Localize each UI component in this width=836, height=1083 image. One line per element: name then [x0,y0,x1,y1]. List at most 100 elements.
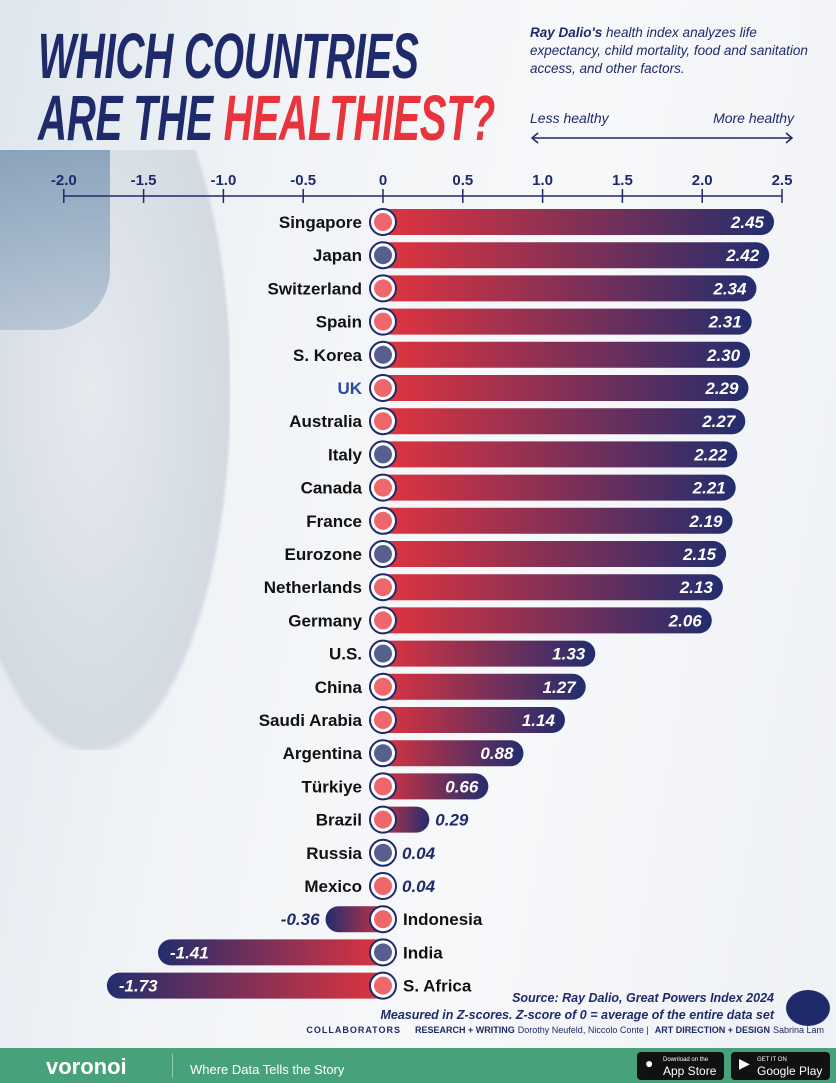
flag-icon-fill [374,810,392,829]
collab-label: COLLABORATORS [306,1025,402,1035]
rw-names: Dorothy Neufeld, Niccolo Conte [517,1025,644,1035]
bar [370,507,733,534]
footer: voronoi Where Data Tells the Story ● Down… [0,1048,836,1083]
country-label: Japan [313,246,362,265]
app-store-button[interactable]: ● Download on the App Store [637,1052,725,1080]
data-label: 2.21 [692,479,726,498]
country-label: Spain [316,313,362,332]
flag-icon-fill [374,412,392,431]
country-label: Russia [306,844,362,863]
data-label: 2.13 [679,578,714,597]
data-label: 2.29 [704,379,739,398]
country-label: Eurozone [285,545,362,564]
desc-bold: Ray Dalio's [530,25,603,40]
bar-row: 2.45 Singapore [279,208,775,236]
bar [370,707,565,733]
flag-icon-fill [374,744,392,763]
bar [370,408,746,435]
flag-icon-fill [374,843,392,862]
bar-row: 0.88 Argentina [283,739,524,768]
flag-icon-fill [374,943,392,962]
zscore-note: Measured in Z-scores. Z-score of 0 = ave… [380,1008,774,1022]
bar-row: -1.73 S. Africa [106,971,472,1000]
bar-row: 1.14 Saudi Arabia [259,706,565,734]
bar-row: 2.19 France [306,506,733,535]
country-label: Italy [328,445,363,464]
data-label: 0.04 [402,877,436,896]
flag-icon-fill [374,345,392,364]
google-play-button[interactable]: ▶ GET IT ON Google Play [731,1052,831,1080]
bar-row: 1.27 China [315,672,586,701]
country-label: Indonesia [403,910,483,929]
data-label: 0.66 [445,777,479,796]
bar-row: 0.29 Brazil [316,805,469,834]
country-label: Argentina [283,744,363,763]
flag-icon-fill [374,545,392,563]
bar-row: 2.21 Canada [301,473,736,502]
data-label: 2.34 [712,279,747,298]
data-label: 2.15 [682,545,717,564]
country-label: Switzerland [268,279,362,298]
data-label: 2.30 [706,346,741,365]
gp-small: GET IT ON [757,1057,787,1063]
desc-text: health index analyzes life expectancy, c… [530,25,808,76]
bar [157,939,396,966]
data-label: 1.27 [543,678,578,697]
flag-icon-fill [374,312,392,331]
bar-row: 2.31 Spain [316,307,752,336]
data-label: -1.73 [119,977,158,996]
bar-row: 2.22 Italy [328,440,738,469]
more-healthy-label: More healthy [713,110,794,126]
double-arrow-icon [530,132,794,144]
bar [370,375,749,401]
tagline: Where Data Tells the Story [190,1062,345,1077]
bar [370,673,586,700]
x-tick-label: 1.5 [612,172,633,189]
country-label: S. Korea [293,346,363,365]
bar-row: 2.34 Switzerland [268,274,757,303]
x-tick-label: 2.5 [772,172,793,189]
bar-row: 2.27 Australia [289,407,746,436]
country-label: Singapore [279,213,362,232]
flag-icon-fill [374,478,392,497]
x-tick-label: -1.5 [131,172,157,189]
flag-icon-fill [374,246,392,265]
data-label: 1.33 [552,645,586,664]
x-tick-label: -1.0 [210,172,236,189]
apple-icon: ● [645,1055,654,1071]
flag-icon-fill [374,445,392,464]
voronoi-logo[interactable]: voronoi [46,1054,127,1079]
rw-label: RESEARCH + WRITING [415,1025,515,1035]
country-label: China [315,678,363,697]
ad-label: ART DIRECTION + DESIGN [654,1025,770,1035]
bar-row: 0.04 Russia [306,838,436,867]
country-label: Türkiye [302,777,362,796]
country-label: UK [337,379,362,398]
source-note: Source: Ray Dalio, Great Powers Index 20… [380,990,774,1024]
bar-row: 0.04 Mexico [304,872,436,900]
country-label: S. Africa [403,977,472,996]
bar [370,640,596,667]
country-label: Mexico [304,877,362,896]
source-text: Source: Ray Dalio, Great Powers Index 20… [512,991,774,1005]
background-photo-shirt [0,150,110,330]
data-label: 2.45 [730,213,765,232]
bar [370,740,524,767]
bar [370,773,489,800]
flag-icon-fill [374,213,392,231]
bar [370,541,727,567]
data-label: 1.14 [522,711,556,730]
play-icon: ▶ [739,1055,750,1071]
separator: | [646,1025,649,1035]
background-photo [0,150,230,750]
data-label: 2.06 [668,611,703,630]
divider [172,1054,173,1078]
country-label: India [403,943,443,962]
bar [370,341,751,368]
data-label: -1.41 [170,943,209,962]
flag-icon-fill [374,711,392,729]
bar [370,275,757,302]
x-tick-label: 2.0 [692,172,713,189]
bar [370,242,770,269]
